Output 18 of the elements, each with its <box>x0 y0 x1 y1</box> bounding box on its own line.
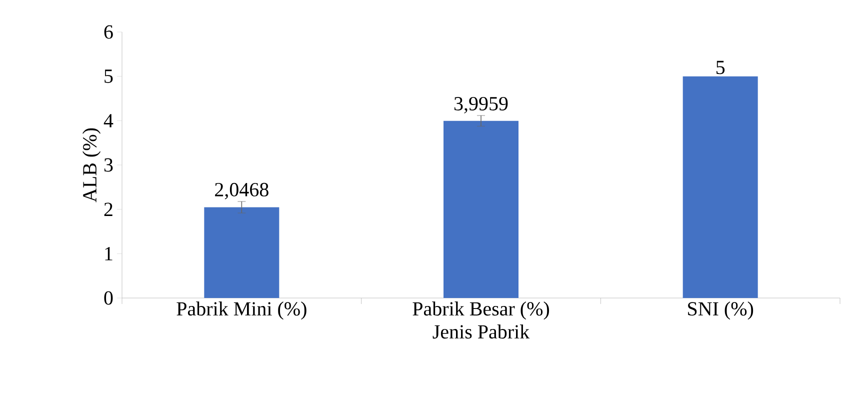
bar <box>444 120 519 298</box>
y-tick-label: 1 <box>105 247 112 260</box>
x-tick-label: SNI (%) <box>688 302 754 320</box>
x-tick-label: Pabrik Besar (%) <box>412 302 550 320</box>
y-axis-title: ALB (%) <box>82 128 101 202</box>
y-tick-label: 6 <box>104 25 113 39</box>
bar <box>682 76 758 298</box>
y-tick-label: 0 <box>104 291 113 305</box>
data-label: 2,0468 <box>215 182 268 200</box>
y-tick-label: 5 <box>104 70 113 83</box>
y-tick-label: 3 <box>104 158 113 172</box>
x-tick-label: Pabrik Mini (%) <box>176 302 306 320</box>
data-label: 3,9959 <box>454 97 508 114</box>
y-tick-label: 2 <box>104 202 112 216</box>
bar <box>204 207 280 298</box>
data-label: 5 <box>716 60 725 74</box>
x-axis-title: Jenis Pabrik <box>432 324 530 339</box>
y-tick-label: 4 <box>104 114 114 128</box>
